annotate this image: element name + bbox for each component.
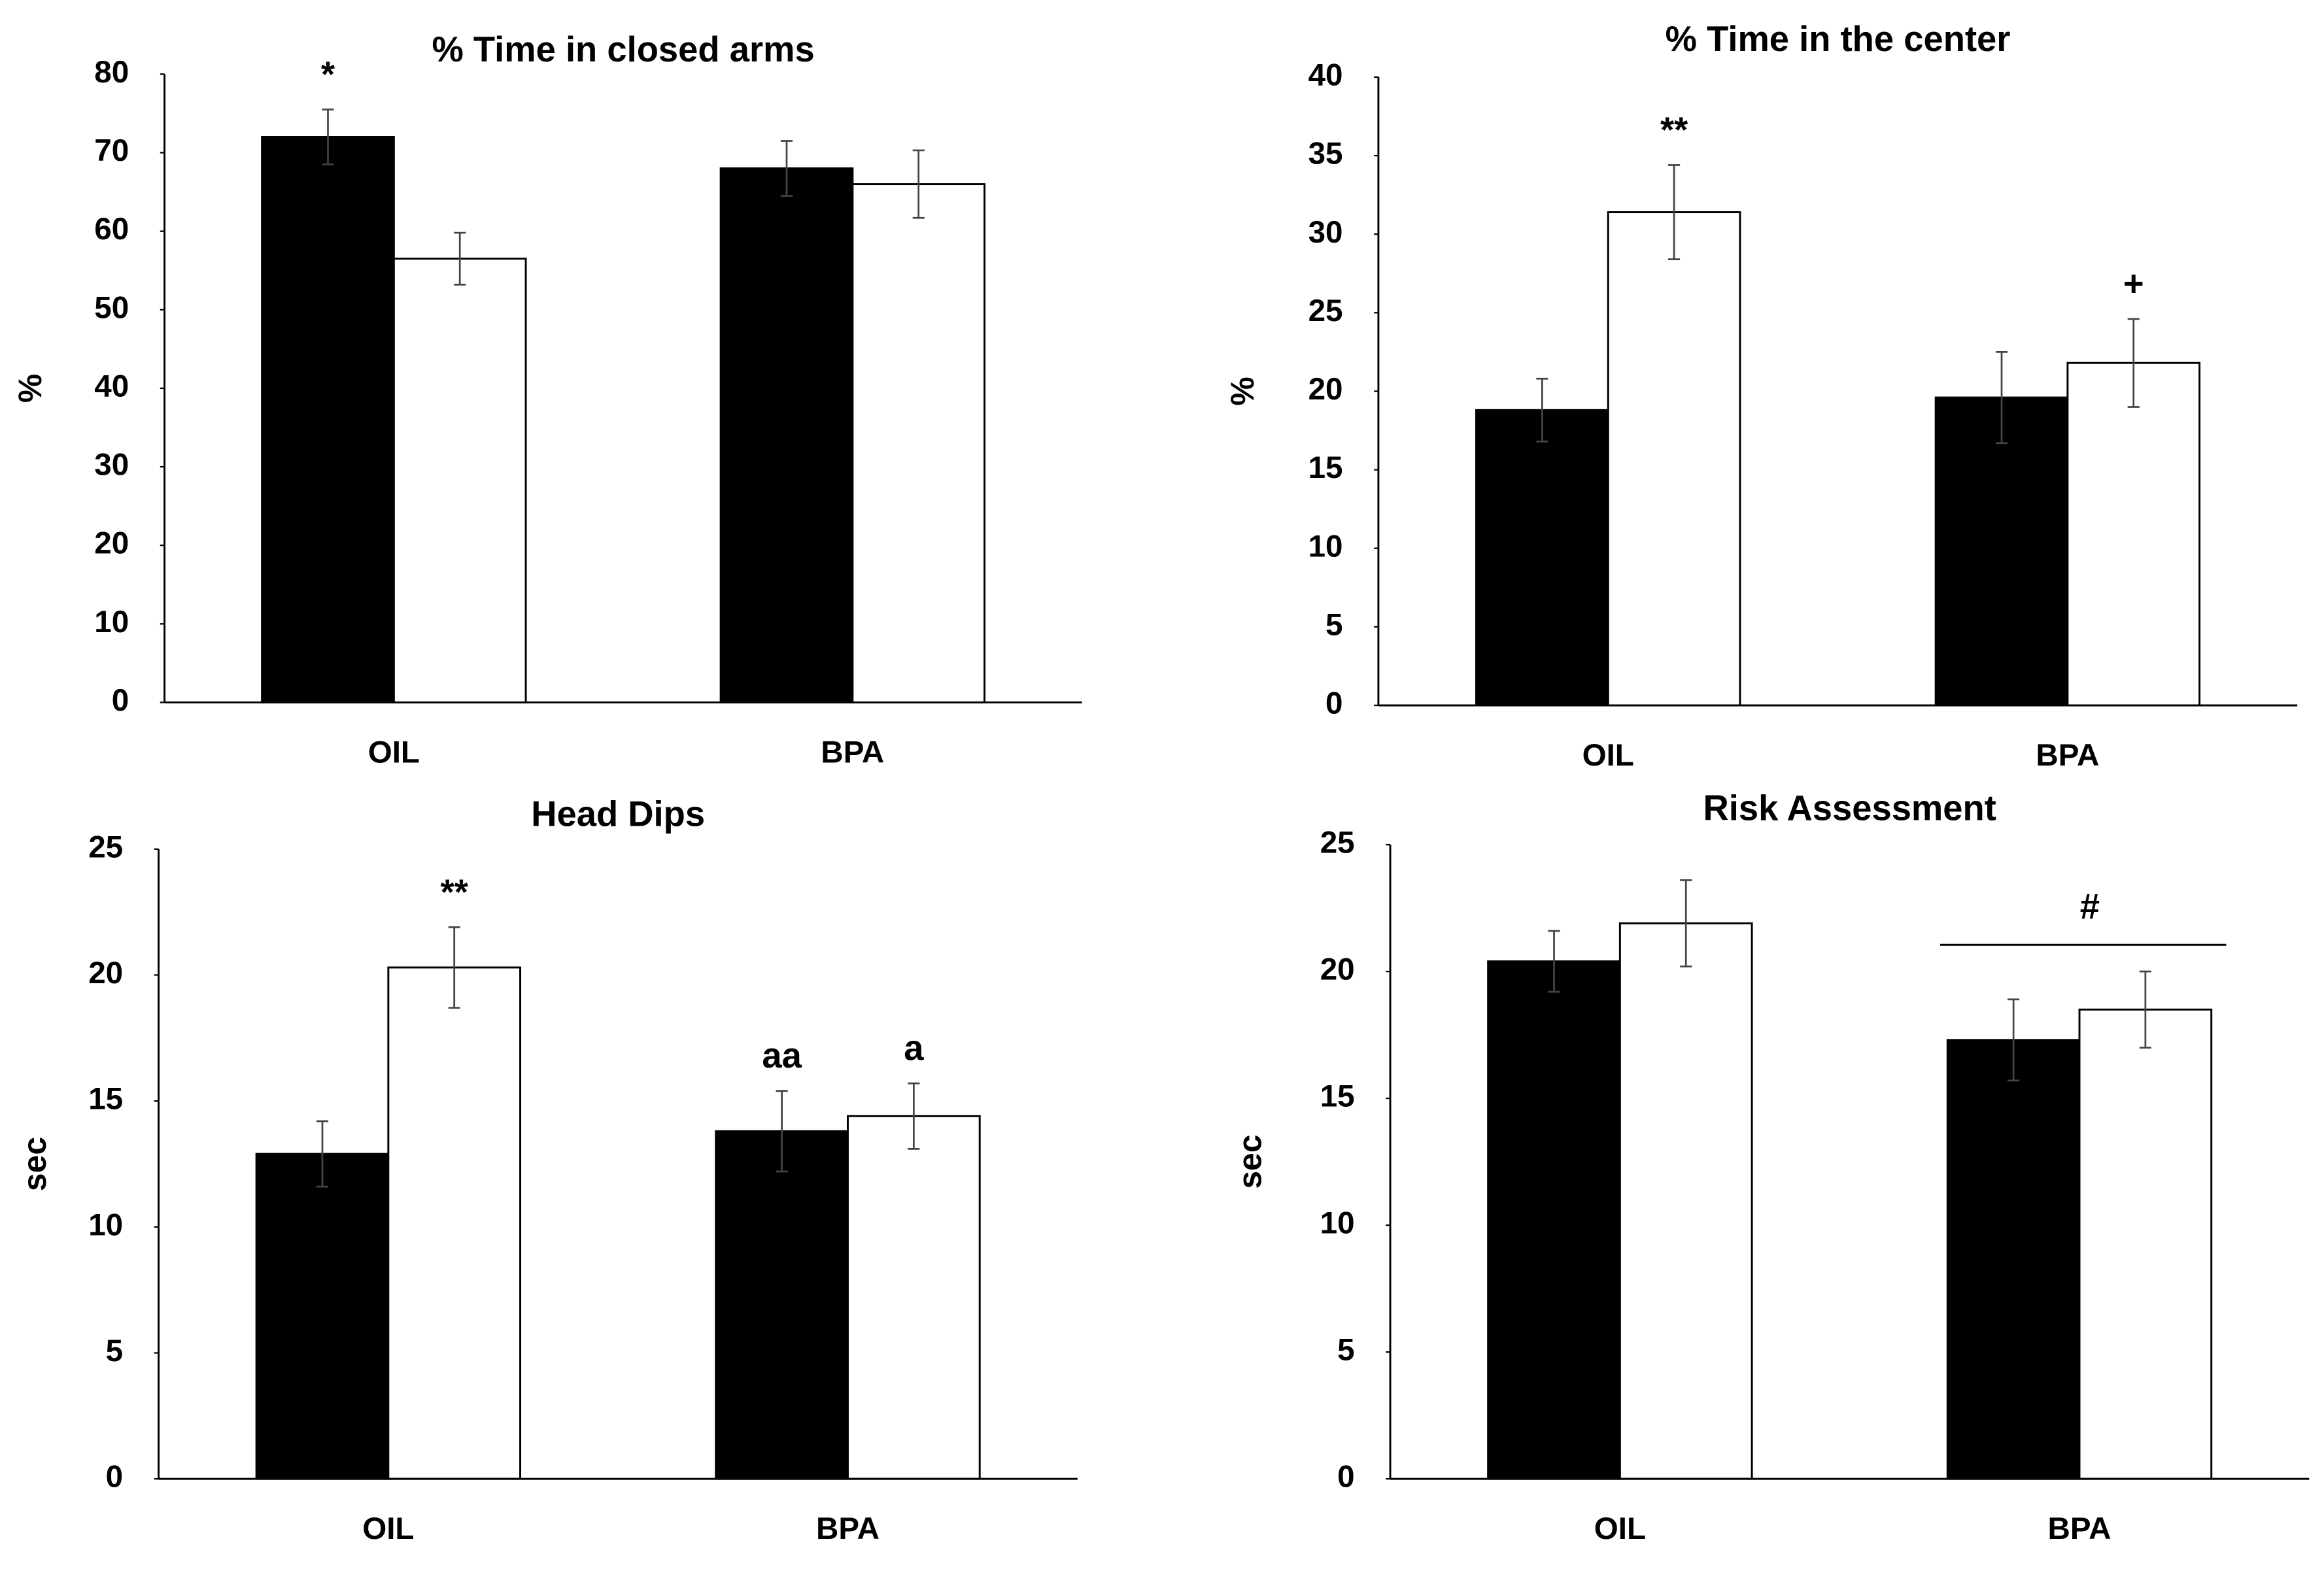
y-tick-label: 5: [1337, 1333, 1354, 1368]
bar: [2078, 1008, 2213, 1480]
error-bar: [908, 1082, 920, 1150]
y-tick-label: 40: [94, 369, 129, 403]
x-tick-label: OIL: [1582, 738, 1634, 773]
y-tick-label: 70: [94, 133, 129, 168]
x-tick-label: BPA: [816, 1511, 880, 1546]
y-tick-label: 0: [112, 683, 129, 718]
significance-label: **: [1660, 110, 1688, 150]
error-bar: [316, 1120, 329, 1188]
bar: [1934, 396, 2069, 707]
bar: [1607, 211, 1741, 707]
y-tick-label: 5: [1325, 607, 1342, 642]
error-bar: [2008, 998, 2020, 1082]
significance-label: #: [2080, 886, 2100, 926]
bar: [847, 1115, 981, 1480]
chart-title: Risk Assessment: [1703, 788, 1996, 828]
error-bar: [2127, 318, 2140, 408]
chart-title: % Time in closed arms: [432, 29, 814, 69]
y-tick-label: 30: [94, 448, 129, 482]
bar: [255, 1153, 390, 1480]
bar: [1618, 922, 1753, 1480]
y-tick-label: 25: [1320, 826, 1355, 860]
x-tick-label: BPA: [2048, 1511, 2111, 1546]
error-bar: [780, 140, 793, 197]
x-tick-label: OIL: [1594, 1511, 1646, 1546]
y-tick-label: 60: [94, 212, 129, 246]
significance-label: *: [321, 54, 335, 94]
y-tick-label: 10: [1320, 1206, 1355, 1241]
error-bar: [776, 1090, 788, 1173]
y-tick-label: 20: [1308, 372, 1343, 407]
y-tick-label: 20: [94, 526, 129, 561]
y-tick-label: 0: [1337, 1460, 1354, 1494]
y-axis-label: sec: [16, 1137, 53, 1191]
x-tick-label: BPA: [821, 735, 884, 769]
bar: [1475, 409, 1609, 707]
x-tick-label: OIL: [362, 1511, 414, 1546]
y-tick-label: 5: [106, 1334, 123, 1368]
significance-label: **: [441, 872, 469, 912]
error-bar: [454, 231, 466, 286]
bar: [719, 167, 854, 703]
significance-label: +: [2123, 263, 2144, 303]
error-bar: [1536, 377, 1548, 443]
y-tick-label: 25: [88, 830, 123, 864]
y-tick-label: 20: [88, 956, 123, 990]
y-tick-label: 0: [106, 1460, 123, 1494]
bar: [387, 966, 522, 1480]
y-tick-label: 10: [94, 605, 129, 639]
error-bar: [912, 149, 925, 219]
y-tick-label: 10: [1308, 529, 1343, 564]
y-axis-label: %: [12, 374, 48, 403]
error-bar: [1548, 930, 1560, 993]
x-tick-label: BPA: [2036, 738, 2099, 773]
y-axis-label: sec: [1231, 1134, 1268, 1189]
bar: [1487, 960, 1621, 1480]
y-tick-label: 20: [1320, 953, 1355, 987]
error-bar: [1995, 351, 2008, 445]
bar: [851, 183, 986, 703]
y-tick-label: 0: [1325, 686, 1342, 721]
y-tick-label: 15: [1320, 1079, 1355, 1114]
bar: [2066, 362, 2201, 707]
y-tick-label: 40: [1308, 58, 1343, 93]
bar: [715, 1130, 849, 1480]
y-tick-label: 50: [94, 290, 129, 325]
error-bar: [2139, 970, 2151, 1049]
y-tick-label: 35: [1308, 137, 1343, 171]
error-bar: [322, 109, 334, 165]
error-bar: [1680, 879, 1692, 968]
bar: [1946, 1039, 2081, 1480]
bar: [261, 136, 395, 703]
error-bar: [1668, 164, 1681, 260]
chart-title: % Time in the center: [1666, 19, 2011, 59]
y-tick-label: 25: [1308, 294, 1343, 328]
y-tick-label: 15: [1308, 450, 1343, 485]
x-tick-label: OIL: [368, 735, 420, 769]
y-tick-label: 10: [88, 1207, 123, 1242]
y-tick-label: 15: [88, 1082, 123, 1117]
significance-label: aa: [762, 1036, 802, 1075]
bar: [392, 258, 527, 703]
y-axis-label: %: [1224, 377, 1261, 405]
error-bar: [448, 926, 460, 1009]
y-tick-label: 30: [1308, 215, 1343, 250]
y-tick-label: 80: [94, 55, 129, 90]
chart-title: Head Dips: [531, 794, 705, 834]
significance-label: a: [904, 1028, 924, 1068]
